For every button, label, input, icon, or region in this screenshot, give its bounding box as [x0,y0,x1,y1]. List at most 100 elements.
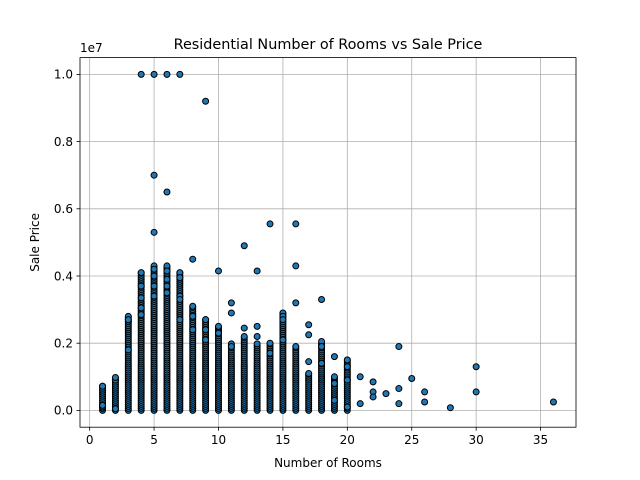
data-point [330,380,338,388]
data-point [369,378,377,386]
data-point [266,220,274,228]
y-axis-label: Sale Price [28,213,42,272]
data-point [111,373,119,381]
y-tick-label: 0.6 [54,202,73,216]
data-point [356,400,364,408]
data-point [202,326,210,334]
x-tick-label: 10 [211,433,226,447]
data-point [330,396,338,404]
y-tick-label: 1.0 [54,68,73,82]
data-point [318,343,326,351]
chart-title: Residential Number of Rooms vs Sale Pric… [174,37,483,53]
data-point [124,316,132,324]
data-point [163,188,171,196]
data-point [343,376,351,384]
data-point [292,343,300,351]
data-point [240,332,248,340]
data-point [318,296,326,304]
data-point [253,340,261,348]
data-point [408,374,416,382]
data-point [214,267,222,275]
data-point [330,373,338,381]
data-point [189,255,197,263]
data-point [369,393,377,401]
data-point [472,363,480,371]
data-point [446,404,454,412]
data-point [150,70,158,78]
data-point [253,332,261,340]
data-point [137,269,145,277]
x-tick-label: 20 [340,433,355,447]
data-point [111,405,119,413]
data-point [163,282,171,290]
y-tick-label: 0.4 [54,269,73,283]
data-point [150,228,158,236]
data-point [343,356,351,364]
y-tick-label: 0.2 [54,337,73,351]
data-point [266,349,274,357]
data-point [395,343,403,351]
data-point [421,398,429,406]
data-point [343,403,351,411]
data-point [279,336,287,344]
data-point [266,339,274,347]
data-point [330,353,338,361]
data-point [137,304,145,312]
data-point [176,70,184,78]
data-point [124,346,132,354]
data-point [395,400,403,408]
data-point [343,363,351,371]
data-point [253,322,261,330]
plot-frame [79,57,577,428]
data-point [227,309,235,317]
data-point [305,331,313,339]
data-point [305,369,313,377]
data-point [318,359,326,367]
data-point [163,267,171,275]
y-axis-offset-label: 1e7 [80,41,103,55]
data-point [163,70,171,78]
data-point [214,322,222,330]
data-point [279,316,287,324]
data-point [150,171,158,179]
data-point [99,401,107,409]
data-point [99,382,107,390]
data-point [227,343,235,351]
data-point [202,316,210,324]
data-point [202,97,210,105]
data-point [202,336,210,344]
x-tick-label: 30 [469,433,484,447]
data-point [150,282,158,290]
axis-ticks: 0 5 10 15 20 25 30 35 0.0 0.2 0.4 0.6 0.8 1.0 [54,68,548,448]
data-point [382,390,390,398]
data-point [163,289,171,297]
y-tick-label: 0.0 [54,404,73,418]
data-point [292,220,300,228]
x-axis-label: Number of Rooms [274,456,382,470]
data-point [150,272,158,280]
data-point [150,265,158,273]
data-point [189,326,197,334]
data-point [395,385,403,393]
data-point [214,329,222,337]
data-point [356,373,364,381]
data-point [305,358,313,366]
data-point [163,275,171,283]
data-point [549,398,557,406]
y-tick-label: 0.8 [54,135,73,149]
data-point [189,312,197,320]
x-tick-label: 35 [533,433,548,447]
data-point [189,302,197,310]
data-point [137,294,145,302]
data-point [227,299,235,307]
data-point [292,299,300,307]
data-point [305,321,313,329]
data-point [176,274,184,282]
data-point [150,292,158,300]
data-point [240,242,248,250]
x-tick-label: 25 [404,433,419,447]
data-point [292,262,300,270]
data-point [137,282,145,290]
data-point [137,70,145,78]
